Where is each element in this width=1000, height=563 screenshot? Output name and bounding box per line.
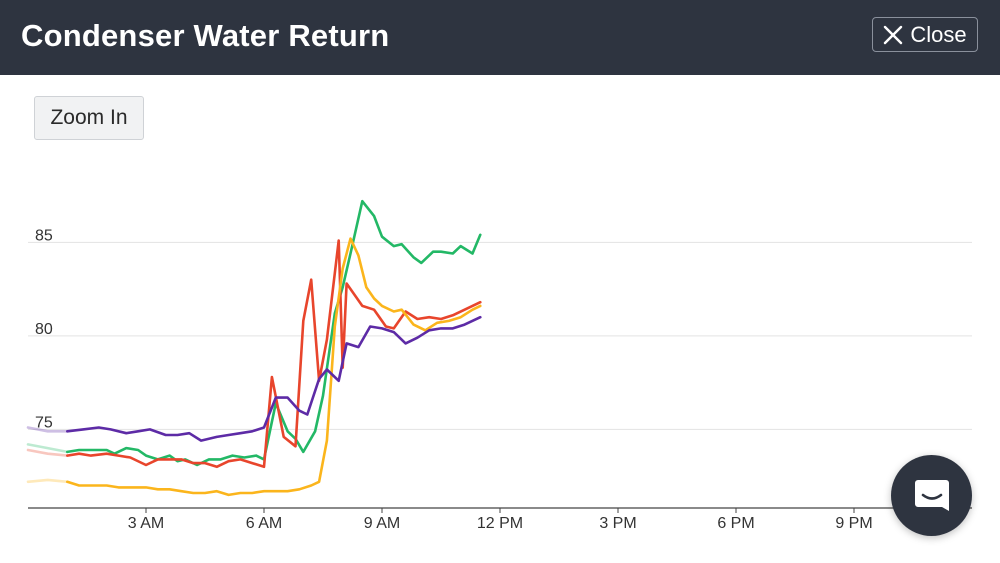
x-tick-label: 9 PM (835, 515, 872, 532)
close-button[interactable]: Close (872, 17, 978, 52)
close-button-label: Close (910, 21, 967, 47)
y-tick-label: 85 (35, 227, 53, 244)
y-tick-label: 80 (35, 321, 53, 338)
y-tick-label: 75 (35, 414, 53, 431)
series-2-line (66, 237, 482, 497)
series-2-history-line (26, 478, 69, 484)
close-x-icon (884, 25, 903, 44)
series-3-history-line (26, 426, 69, 433)
series-1-line (66, 239, 482, 469)
series-3-line (66, 315, 482, 442)
chart-title: Condenser Water Return (21, 18, 390, 53)
series-0-line (66, 199, 482, 467)
x-tick-label: 12 PM (477, 515, 523, 532)
modal-header: Condenser Water Return Close (0, 0, 1000, 75)
chat-bubble-icon (914, 479, 949, 511)
chat-launcher-button[interactable] (891, 455, 972, 536)
x-tick-label: 6 PM (717, 515, 754, 532)
series-0-history-line (26, 443, 69, 454)
x-tick-label: 6 AM (246, 515, 282, 532)
x-tick-label: 9 AM (364, 515, 400, 532)
series-1-history-line (26, 448, 69, 457)
zoom-in-button[interactable]: Zoom In (34, 96, 144, 140)
x-tick-label: 3 AM (128, 515, 164, 532)
x-tick-label: 3 PM (599, 515, 636, 532)
